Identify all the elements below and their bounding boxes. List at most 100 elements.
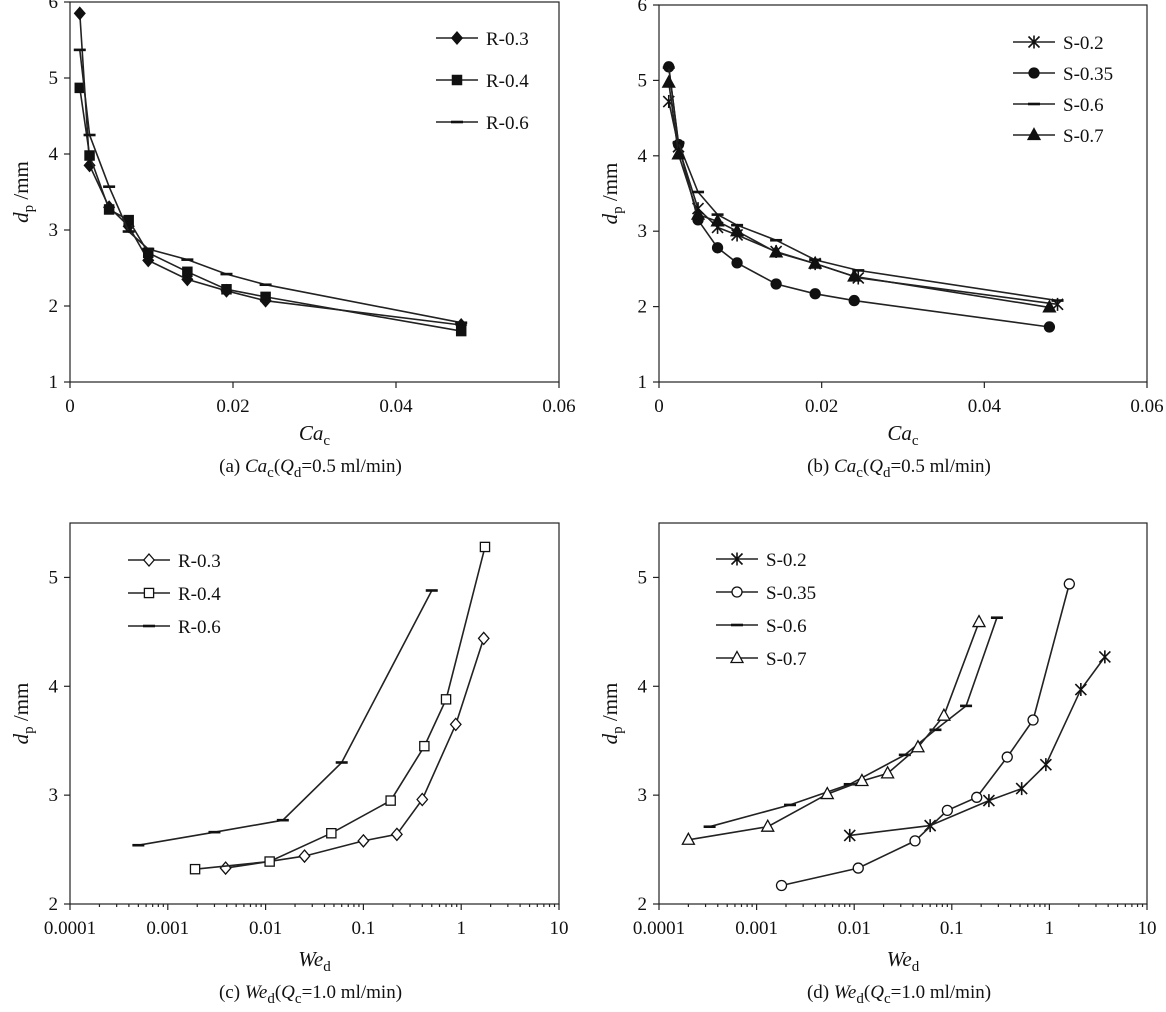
series-S-0.7 bbox=[681, 614, 987, 845]
data-point bbox=[770, 278, 782, 290]
x-tick-label: 1 bbox=[456, 918, 466, 939]
data-point bbox=[852, 862, 864, 874]
legend-item: R-0.4 bbox=[128, 584, 221, 605]
data-point bbox=[264, 856, 275, 867]
x-tick-label: 1 bbox=[1045, 918, 1055, 939]
data-point bbox=[1098, 650, 1111, 664]
panel-caption: (b) Cac(Qd=0.5 ml/min) bbox=[807, 456, 991, 481]
legend-marker bbox=[142, 553, 156, 567]
data-point bbox=[477, 631, 490, 646]
data-point bbox=[479, 541, 491, 553]
legend-marker bbox=[729, 650, 745, 664]
data-point bbox=[385, 795, 396, 806]
x-axis-label: Wed bbox=[887, 947, 920, 975]
panel-caption: (c) Wed(Qc=1.0 ml/min) bbox=[219, 982, 402, 1007]
data-point bbox=[1015, 782, 1028, 796]
legend-label: R-0.4 bbox=[178, 584, 221, 605]
data-point bbox=[769, 244, 784, 258]
data-point bbox=[298, 849, 311, 864]
x-tick-label: 0.01 bbox=[249, 918, 282, 939]
y-tick-label: 5 bbox=[49, 567, 59, 588]
y-tick-label: 3 bbox=[49, 220, 59, 241]
legend-label: S-0.6 bbox=[766, 616, 807, 637]
legend-marker bbox=[1027, 35, 1041, 49]
panel-a: 1 2 3 4 5 6 0 0.02 0.04 0.06 Cac dp /mm (a) Cac(Qd=0… bbox=[9, 0, 576, 481]
y-tick-label: 6 bbox=[49, 0, 59, 13]
x-tick-label: 0.1 bbox=[940, 918, 964, 939]
series-line bbox=[688, 621, 980, 841]
x-tick-label: 10 bbox=[550, 918, 569, 939]
legend-label: S-0.7 bbox=[1063, 126, 1104, 147]
legend-label: S-0.2 bbox=[766, 550, 807, 571]
legend-label: S-0.2 bbox=[1063, 33, 1104, 54]
data-point bbox=[661, 74, 676, 88]
data-point bbox=[326, 827, 337, 839]
data-point bbox=[416, 792, 429, 807]
data-point bbox=[1042, 299, 1057, 313]
x-tick-label: 0 bbox=[654, 396, 664, 417]
x-tick-label: 0.01 bbox=[838, 918, 871, 939]
x-tick-label: 0.0001 bbox=[633, 918, 685, 939]
legend-item: R-0.3 bbox=[436, 29, 529, 50]
legend-item: S-0.35 bbox=[716, 583, 816, 604]
legend-label: R-0.6 bbox=[178, 617, 221, 638]
legend-item: S-0.6 bbox=[1013, 95, 1104, 116]
data-point bbox=[910, 739, 926, 753]
y-tick-label: 6 bbox=[638, 0, 648, 16]
y-tick-label: 4 bbox=[49, 144, 59, 165]
legend-label: R-0.3 bbox=[178, 551, 221, 572]
data-point bbox=[971, 614, 987, 628]
legend-label: R-0.3 bbox=[486, 29, 529, 50]
series-S-0.7 bbox=[661, 74, 1057, 313]
legend-item: S-0.2 bbox=[716, 550, 807, 571]
y-tick-label: 1 bbox=[638, 372, 648, 393]
y-tick-label: 4 bbox=[638, 146, 648, 167]
legend-item: R-0.3 bbox=[128, 551, 221, 572]
data-point bbox=[711, 242, 724, 254]
legend-marker bbox=[451, 74, 463, 86]
data-point bbox=[221, 284, 232, 295]
x-tick-label: 0.0001 bbox=[44, 918, 96, 939]
data-point bbox=[260, 291, 271, 303]
data-point bbox=[671, 146, 686, 160]
data-point bbox=[809, 288, 821, 300]
data-point bbox=[681, 831, 696, 845]
legend-marker bbox=[1028, 67, 1040, 79]
legend-label: R-0.4 bbox=[486, 71, 529, 92]
plot-area bbox=[69, 1, 560, 383]
y-tick-label: 2 bbox=[638, 297, 648, 318]
data-point bbox=[909, 835, 921, 847]
data-point bbox=[982, 794, 995, 808]
data-point bbox=[455, 325, 467, 337]
x-tick-label: 0.001 bbox=[735, 918, 778, 939]
panel-c: 2 3 4 5 0.0001 0.001 0.01 0.1 1 10 Wed dp /mm (c) We… bbox=[9, 522, 569, 1007]
data-point bbox=[419, 740, 430, 752]
data-point bbox=[1039, 758, 1052, 772]
legend-marker bbox=[731, 586, 743, 598]
data-point bbox=[847, 268, 862, 282]
data-point bbox=[843, 828, 856, 842]
x-axis-label: Cac bbox=[299, 421, 331, 449]
legend-item: S-0.2 bbox=[1013, 33, 1104, 54]
y-tick-label: 5 bbox=[49, 68, 59, 89]
series-R-0.6 bbox=[132, 589, 438, 847]
plot-area bbox=[658, 4, 1148, 383]
y-tick-label: 2 bbox=[49, 296, 59, 317]
x-tick-label: 0.04 bbox=[968, 396, 1002, 417]
x-tick-label: 0.06 bbox=[542, 396, 575, 417]
legend-label: R-0.6 bbox=[486, 113, 529, 134]
legend-label: S-0.6 bbox=[1063, 95, 1104, 116]
data-point bbox=[880, 765, 895, 779]
data-point bbox=[1027, 714, 1039, 726]
data-point bbox=[73, 6, 86, 21]
data-point bbox=[84, 150, 95, 161]
data-point bbox=[820, 786, 835, 800]
data-point bbox=[848, 294, 860, 307]
x-tick-label: 0 bbox=[65, 396, 75, 417]
legend-label: S-0.35 bbox=[766, 583, 816, 604]
data-point bbox=[936, 707, 951, 721]
data-point bbox=[775, 879, 788, 892]
series-S-0.35 bbox=[775, 578, 1075, 892]
legend-item: S-0.6 bbox=[716, 616, 807, 637]
data-point bbox=[760, 818, 775, 832]
